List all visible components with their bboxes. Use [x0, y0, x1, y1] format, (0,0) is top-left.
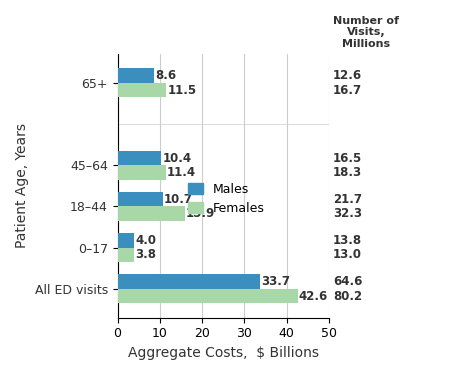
Bar [118, 233, 135, 248]
Text: 18.3: 18.3 [333, 166, 362, 179]
Text: 32.3: 32.3 [333, 207, 362, 220]
Text: 80.2: 80.2 [333, 290, 362, 303]
Text: 8.6: 8.6 [155, 69, 176, 82]
Bar [118, 289, 298, 303]
Legend: Males, Females: Males, Females [183, 178, 270, 220]
Bar [118, 248, 134, 262]
Bar [118, 274, 260, 289]
Text: 21.7: 21.7 [333, 193, 362, 206]
Text: 11.5: 11.5 [167, 84, 197, 96]
Text: Number of
Visits,
Millions: Number of Visits, Millions [333, 15, 399, 49]
Text: 16.5: 16.5 [333, 152, 362, 165]
Bar [118, 83, 166, 97]
Text: 13.8: 13.8 [333, 234, 362, 247]
Text: 16.7: 16.7 [333, 84, 362, 96]
Bar [118, 192, 163, 207]
Text: 4.0: 4.0 [136, 234, 157, 247]
Text: 11.4: 11.4 [167, 166, 196, 179]
Bar [118, 207, 185, 221]
Text: 64.6: 64.6 [333, 275, 362, 288]
Text: 33.7: 33.7 [261, 275, 290, 288]
Y-axis label: Patient Age, Years: Patient Age, Years [15, 123, 29, 248]
Text: 3.8: 3.8 [135, 248, 156, 261]
Text: 12.6: 12.6 [333, 69, 362, 82]
Bar [118, 151, 162, 165]
Text: 10.7: 10.7 [164, 193, 193, 206]
Bar [118, 165, 166, 180]
Text: 15.9: 15.9 [186, 207, 215, 220]
Bar [118, 68, 154, 83]
Text: 42.6: 42.6 [299, 290, 328, 303]
X-axis label: Aggregate Costs,  $ Billions: Aggregate Costs, $ Billions [128, 346, 319, 360]
Text: 10.4: 10.4 [163, 152, 192, 165]
Text: 13.0: 13.0 [333, 248, 362, 261]
